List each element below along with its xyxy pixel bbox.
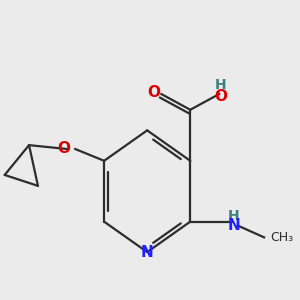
Text: H: H <box>215 78 226 92</box>
Text: CH₃: CH₃ <box>270 231 293 244</box>
Text: N: N <box>141 244 154 260</box>
Text: O: O <box>57 141 70 156</box>
Text: O: O <box>147 85 160 100</box>
Text: N: N <box>227 218 240 233</box>
Text: O: O <box>214 88 227 104</box>
Text: H: H <box>228 209 239 223</box>
